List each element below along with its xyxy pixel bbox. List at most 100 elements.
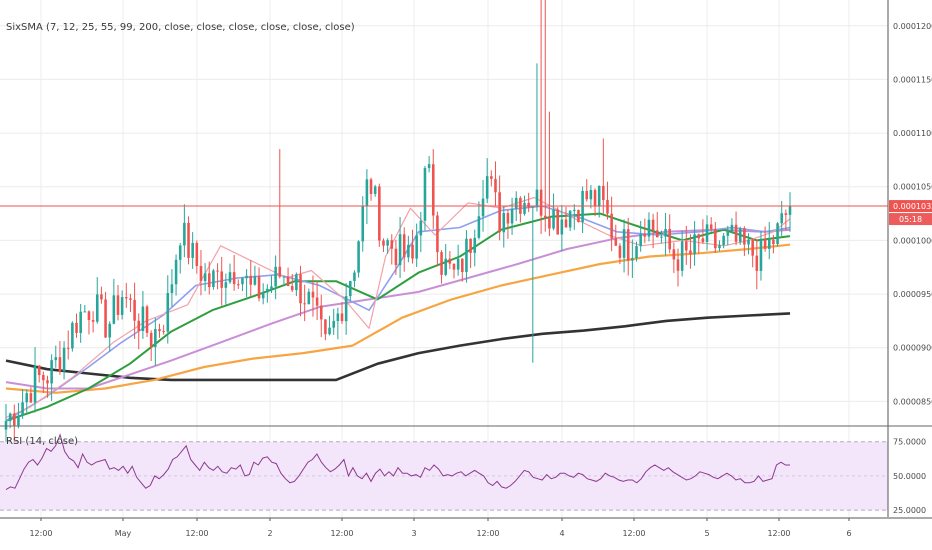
candle-body[interactable] xyxy=(743,228,746,245)
candle-body[interactable] xyxy=(62,347,66,372)
candle-body[interactable] xyxy=(183,222,186,246)
candle-body[interactable] xyxy=(747,239,750,245)
candle-body[interactable] xyxy=(556,209,559,235)
candle-body[interactable] xyxy=(361,205,365,242)
candle-body[interactable] xyxy=(564,219,568,228)
candle-body[interactable] xyxy=(626,229,630,261)
candle-body[interactable] xyxy=(676,259,680,271)
candle-body[interactable] xyxy=(407,244,410,258)
candle-body[interactable] xyxy=(431,164,435,216)
candle-body[interactable] xyxy=(21,402,24,416)
candle-body[interactable] xyxy=(784,213,788,215)
candle-body[interactable] xyxy=(46,380,49,384)
candle-body[interactable] xyxy=(353,272,356,282)
candle-body[interactable] xyxy=(440,252,443,275)
last-price-tag[interactable] xyxy=(889,200,932,213)
candle-body[interactable] xyxy=(419,220,423,236)
candle-body[interactable] xyxy=(232,272,236,285)
candle-body[interactable] xyxy=(693,234,696,255)
candle-body[interactable] xyxy=(224,282,228,288)
candle-body[interactable] xyxy=(278,266,282,277)
candle-body[interactable] xyxy=(726,231,730,236)
candle-body[interactable] xyxy=(207,273,211,288)
candle-body[interactable] xyxy=(631,258,634,261)
candle-body[interactable] xyxy=(125,297,128,299)
candle-body[interactable] xyxy=(17,415,20,426)
candle-body[interactable] xyxy=(266,288,269,293)
candle-body[interactable] xyxy=(149,332,153,348)
candle-body[interactable] xyxy=(531,206,535,208)
candle-body[interactable] xyxy=(763,238,767,249)
candle-body[interactable] xyxy=(328,327,331,335)
candle-body[interactable] xyxy=(199,266,203,281)
sma7-line[interactable] xyxy=(5,196,791,419)
candle-body[interactable] xyxy=(216,270,219,272)
candle-body[interactable] xyxy=(187,222,190,258)
candle-body[interactable] xyxy=(378,186,381,241)
candle-body[interactable] xyxy=(527,202,530,208)
candle-body[interactable] xyxy=(357,241,360,273)
candle-body[interactable] xyxy=(108,323,111,338)
candle-body[interactable] xyxy=(220,271,223,288)
candle-body[interactable] xyxy=(394,248,398,266)
candle-body[interactable] xyxy=(738,228,742,242)
candle-body[interactable] xyxy=(602,185,605,201)
candle-body[interactable] xyxy=(402,234,406,258)
candle-body[interactable] xyxy=(158,329,161,332)
candle-body[interactable] xyxy=(95,294,99,322)
candle-body[interactable] xyxy=(332,320,335,328)
candle-body[interactable] xyxy=(299,274,302,304)
candle-body[interactable] xyxy=(340,313,344,322)
candle-body[interactable] xyxy=(680,241,684,271)
candle-body[interactable] xyxy=(241,278,244,285)
candle-body[interactable] xyxy=(261,292,265,299)
candle-body[interactable] xyxy=(411,244,414,259)
candle-body[interactable] xyxy=(137,320,141,331)
candle-body[interactable] xyxy=(498,192,501,233)
candle-body[interactable] xyxy=(311,291,315,298)
candle-body[interactable] xyxy=(166,293,170,332)
candle-body[interactable] xyxy=(718,245,721,249)
candle-body[interactable] xyxy=(672,249,676,260)
candle-body[interactable] xyxy=(573,209,576,211)
candle-body[interactable] xyxy=(772,239,775,245)
candle-body[interactable] xyxy=(755,255,759,271)
candle-body[interactable] xyxy=(87,311,91,321)
candle-body[interactable] xyxy=(104,299,107,338)
candle-body[interactable] xyxy=(307,291,311,305)
candle-body[interactable] xyxy=(473,237,477,253)
sixsma-legend[interactable]: SixSMA (7, 12, 25, 55, 99, 200, close, c… xyxy=(6,22,355,33)
candle-body[interactable] xyxy=(344,296,348,322)
candle-body[interactable] xyxy=(154,329,157,348)
candle-body[interactable] xyxy=(456,258,460,270)
rsi-line[interactable] xyxy=(5,433,790,491)
sma99-line[interactable] xyxy=(5,243,791,394)
candle-body[interactable] xyxy=(120,297,124,315)
candle-body[interactable] xyxy=(639,233,642,247)
candle-body[interactable] xyxy=(481,198,485,217)
candle-body[interactable] xyxy=(643,233,647,237)
sma200-line[interactable] xyxy=(5,312,791,382)
candle-body[interactable] xyxy=(788,206,792,215)
candle-body[interactable] xyxy=(174,259,178,285)
price-axes[interactable]: 0.0001200 0.0001150 0.0001100 0.0001050 0.00… xyxy=(0,0,932,519)
candle-body[interactable] xyxy=(50,360,53,384)
candle-body[interactable] xyxy=(13,413,16,426)
candle-body[interactable] xyxy=(767,239,771,249)
candle-body[interactable] xyxy=(506,213,510,224)
candle-body[interactable] xyxy=(8,413,12,422)
candle-body[interactable] xyxy=(589,190,593,200)
candle-body[interactable] xyxy=(776,223,779,245)
candles[interactable] xyxy=(4,0,792,445)
candle-body[interactable] xyxy=(651,219,655,231)
candle-body[interactable] xyxy=(543,215,547,218)
candle-body[interactable] xyxy=(535,189,539,207)
candle-body[interactable] xyxy=(469,238,472,253)
candle-body[interactable] xyxy=(373,186,377,194)
candle-body[interactable] xyxy=(436,215,439,253)
candle-body[interactable] xyxy=(577,209,580,223)
candle-body[interactable] xyxy=(253,276,257,285)
candle-body[interactable] xyxy=(349,281,352,297)
candle-body[interactable] xyxy=(195,242,199,267)
candle-body[interactable] xyxy=(42,375,45,381)
